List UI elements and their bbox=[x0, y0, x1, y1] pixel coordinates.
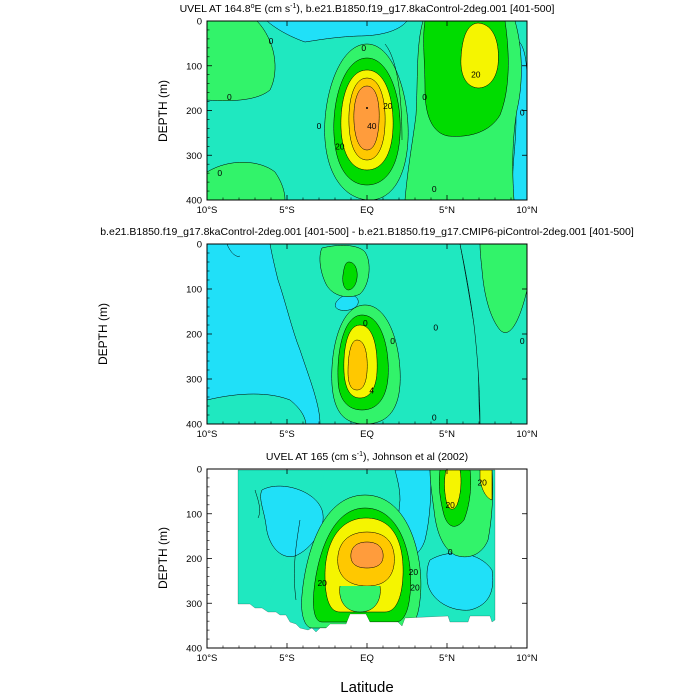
contour-label: 0 bbox=[448, 547, 453, 557]
panel-1-euc-40 bbox=[353, 85, 380, 151]
x-tick-label: 5°N bbox=[439, 205, 455, 216]
panel-1-extra-contour bbox=[384, 43, 403, 141]
panel-1-ne-core bbox=[460, 22, 499, 89]
x-axis-label: Latitude bbox=[340, 679, 393, 696]
panel-3-euc-hole bbox=[339, 585, 381, 613]
y-tick-label: 400 bbox=[186, 420, 202, 431]
contour-label: 0 bbox=[363, 318, 368, 328]
panel-1-max-marker bbox=[366, 107, 368, 109]
y-tick-label: 0 bbox=[197, 240, 202, 251]
panel-3-ylabel: DEPTH (m) bbox=[156, 527, 170, 589]
panel-3-extra-contour-2 bbox=[254, 489, 260, 519]
x-tick-label: 5°S bbox=[279, 653, 294, 664]
panel-1-negative-region bbox=[266, 21, 408, 43]
panel-2-ne-band bbox=[479, 244, 527, 333]
panel-3-contour-labels: 20 20 20 20 20 0 bbox=[317, 477, 487, 592]
contour-label: 20 bbox=[335, 141, 345, 151]
panel-3-extra-contour-1 bbox=[294, 519, 301, 601]
contour-label: 20 bbox=[471, 70, 481, 80]
panel-3-data-outline bbox=[237, 469, 496, 633]
x-tick-label: 5°S bbox=[279, 205, 294, 216]
panel-2: b.e21.B1850.f19_g17.8kaControl-2deg.001 … bbox=[96, 226, 634, 440]
contour-label: 20 bbox=[383, 101, 393, 111]
panel-1-sw-positive bbox=[207, 162, 286, 200]
panel-2-shallow-core bbox=[342, 261, 358, 291]
x-tick-label: EQ bbox=[360, 205, 374, 216]
contour-label: 0 bbox=[520, 336, 525, 346]
y-tick-label: 300 bbox=[186, 375, 202, 386]
y-tick-label: 200 bbox=[186, 554, 202, 565]
y-tick-label: 200 bbox=[186, 330, 202, 341]
y-tick-label: 400 bbox=[186, 196, 202, 207]
panel-1: UVEL AT 164.8oE (cm s-1), b.e21.B1850.f1… bbox=[156, 3, 554, 216]
panel-1-nw-positive bbox=[207, 21, 276, 101]
panel-3-ne-core bbox=[444, 470, 462, 510]
x-tick-label: 5°N bbox=[439, 653, 455, 664]
y-tick-label: 100 bbox=[186, 285, 202, 296]
contour-label: 0 bbox=[317, 121, 322, 131]
panel-3-se-negative bbox=[426, 553, 493, 611]
x-tick-label: 5°N bbox=[439, 429, 455, 440]
panel-2-title: b.e21.B1850.f19_g17.8kaControl-2deg.001 … bbox=[100, 226, 634, 238]
contour-label: 40 bbox=[367, 121, 377, 131]
panel-1-ylabel: DEPTH (m) bbox=[156, 80, 170, 142]
panel-1-title: UVEL AT 164.8oE (cm s-1), b.e21.B1850.f1… bbox=[180, 3, 555, 15]
x-tick-label: EQ bbox=[360, 653, 374, 664]
contour-label: 0 bbox=[390, 336, 395, 346]
y-tick-label: 300 bbox=[186, 599, 202, 610]
contour-label: 0 bbox=[520, 108, 525, 118]
contour-label: 0 bbox=[217, 168, 222, 178]
panel-3-title: UVEL AT 165 (cm s-1), Johnson et al (200… bbox=[266, 451, 468, 463]
panel-3-euc-40 bbox=[350, 541, 384, 569]
y-tick-label: 300 bbox=[186, 151, 202, 162]
contour-label: 0 bbox=[432, 412, 437, 422]
panel-2-sw-positive bbox=[207, 393, 307, 424]
panel-3-ne-corner bbox=[479, 470, 493, 501]
y-tick-label: 100 bbox=[186, 509, 202, 520]
contour-label: 20 bbox=[317, 578, 327, 588]
x-tick-label: 10°N bbox=[516, 653, 537, 664]
y-tick-label: 200 bbox=[186, 106, 202, 117]
panel-1-contour-labels: 0 0 0 0 0 0 0 0 20 40 20 20 bbox=[217, 36, 524, 194]
panel-2-contour-labels: 0 0 0 0 0 4 bbox=[363, 318, 525, 423]
x-tick-label: 10°S bbox=[197, 653, 218, 664]
contour-label: 0 bbox=[269, 36, 274, 46]
contour-label: 20 bbox=[477, 477, 487, 487]
contour-label: 0 bbox=[227, 92, 232, 102]
x-tick-label: 5°S bbox=[279, 429, 294, 440]
contour-label: 0 bbox=[422, 92, 427, 102]
panel-2-extra-contour bbox=[226, 244, 241, 257]
x-tick-label: 10°S bbox=[197, 429, 218, 440]
contour-label: 20 bbox=[410, 583, 420, 593]
contour-label: 0 bbox=[433, 322, 438, 332]
contour-label: 4 bbox=[369, 385, 374, 395]
x-tick-label: 10°N bbox=[516, 205, 537, 216]
panel-2-contours bbox=[207, 244, 527, 424]
y-tick-label: 400 bbox=[186, 644, 202, 655]
panel-1-contours bbox=[207, 21, 527, 200]
x-tick-label: 10°S bbox=[197, 205, 218, 216]
panel-2-deep-6 bbox=[347, 339, 368, 391]
y-tick-label: 0 bbox=[197, 465, 202, 476]
x-tick-label: 10°N bbox=[516, 429, 537, 440]
panel-3: UVEL AT 165 (cm s-1), Johnson et al (200… bbox=[156, 451, 538, 664]
panel-2-ylabel: DEPTH (m) bbox=[96, 303, 110, 365]
y-tick-label: 100 bbox=[186, 61, 202, 72]
contour-label: 0 bbox=[361, 43, 366, 53]
contour-label: 20 bbox=[445, 500, 455, 510]
panel-3-contours bbox=[238, 470, 495, 632]
x-tick-label: EQ bbox=[360, 429, 374, 440]
y-tick-label: 0 bbox=[197, 17, 202, 28]
contour-label: 0 bbox=[432, 184, 437, 194]
contour-label: 20 bbox=[409, 567, 419, 577]
